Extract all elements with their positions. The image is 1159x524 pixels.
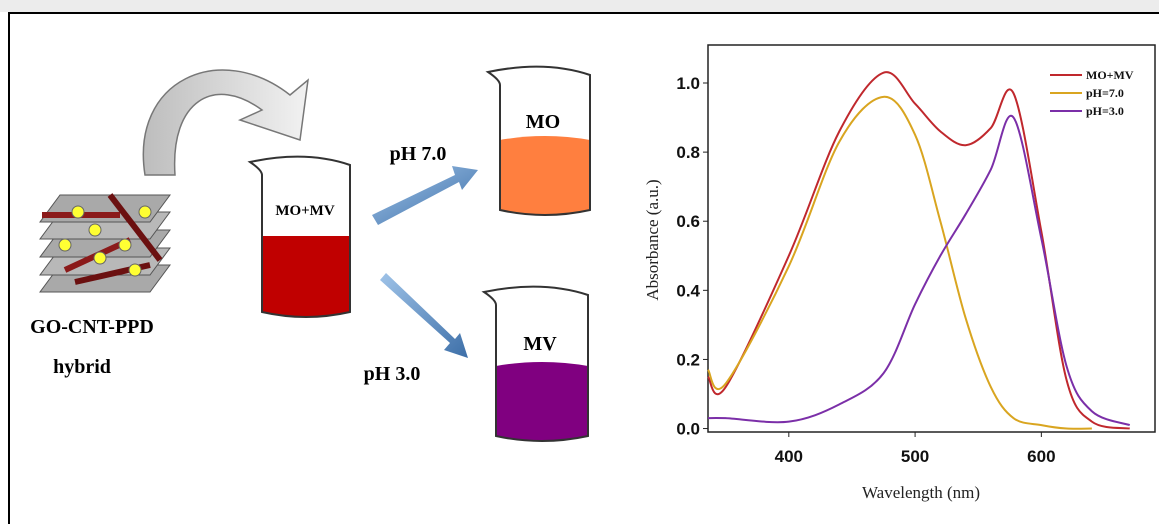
legend-label: MO+MV (1086, 68, 1134, 82)
x-tick-label: 400 (775, 447, 803, 466)
y-tick-label: 0.6 (676, 212, 700, 231)
hybrid-sheets (40, 195, 170, 292)
top-strip (0, 0, 1159, 12)
y-tick-label: 0.4 (676, 281, 700, 300)
x-tick-label: 600 (1027, 447, 1055, 466)
upper-condition: pH 7.0 (390, 143, 447, 165)
y-tick-label: 0.0 (676, 420, 700, 439)
upper-product: MO (526, 111, 560, 133)
legend-label: pH=7.0 (1086, 86, 1124, 100)
figure: GO-CNT-PPD hybrid MO+MV pH 7.0 pH 3.0 MO… (0, 0, 1159, 524)
legend-label: pH=3.0 (1086, 104, 1124, 118)
y-tick-label: 0.8 (676, 143, 700, 162)
lower-condition: pH 3.0 (364, 363, 421, 385)
y-tick-label: 0.2 (676, 350, 700, 369)
x-tick-label: 500 (901, 447, 929, 466)
mixture-label: MO+MV (275, 203, 335, 219)
lower-product: MV (523, 333, 557, 355)
hybrid-label: GO-CNT-PPD (30, 316, 154, 338)
y-axis-label: Absorbance (a.u.) (643, 179, 662, 300)
y-tick-label: 1.0 (676, 74, 700, 93)
x-axis-label: Wavelength (nm) (862, 483, 980, 502)
hybrid-sublabel: hybrid (53, 356, 111, 378)
